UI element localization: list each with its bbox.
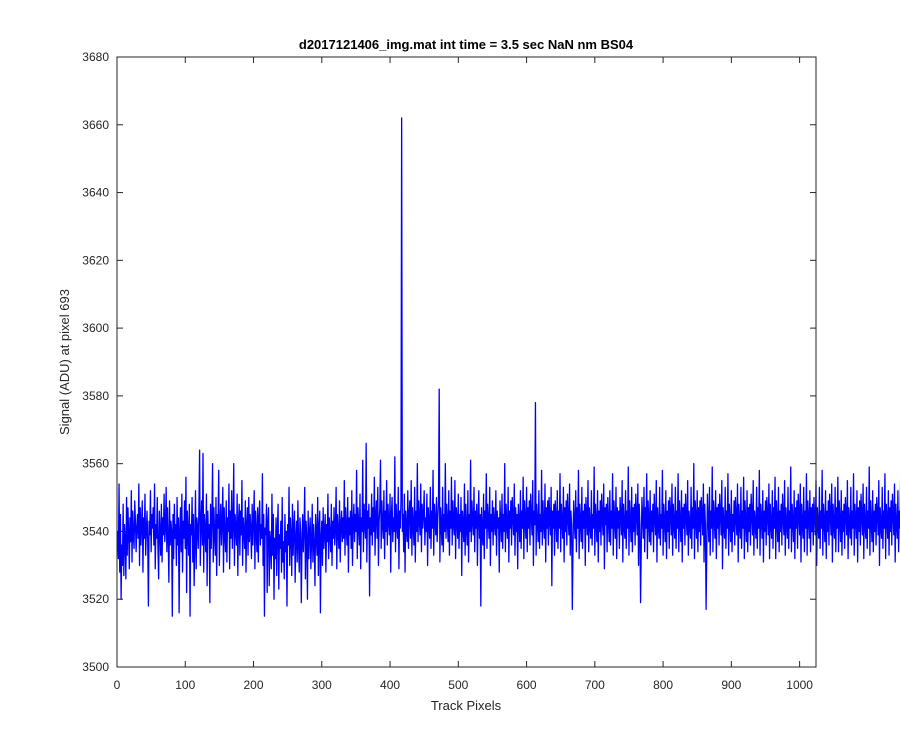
x-tick-label: 600: [517, 678, 537, 692]
y-tick-label: 3660: [82, 118, 109, 132]
y-tick-label: 3600: [82, 321, 109, 335]
x-tick-label: 1000: [786, 678, 813, 692]
y-tick-label: 3560: [82, 457, 109, 471]
plot-area: [117, 57, 816, 667]
y-tick-label: 3680: [82, 50, 109, 64]
x-tick-label: 800: [653, 678, 673, 692]
y-tick-label: 3500: [82, 660, 109, 674]
x-tick-label: 700: [585, 678, 605, 692]
y-axis-label: Signal (ADU) at pixel 693: [57, 289, 72, 435]
y-tick-label: 3520: [82, 592, 109, 606]
x-tick-label: 900: [721, 678, 741, 692]
x-axis-ticks: 0 100 200 300 400 500 600 700 800 900 1000: [114, 57, 813, 692]
chart-title: d2017121406_img.mat int time = 3.5 sec N…: [299, 37, 634, 52]
x-axis-label: Track Pixels: [431, 698, 502, 713]
x-tick-label: 100: [175, 678, 195, 692]
y-tick-label: 3620: [82, 253, 109, 267]
y-axis-ticks: 3500 3520 3540 3560 3580 3600 3620 3640 3660 3680: [82, 50, 816, 674]
y-tick-label: 3580: [82, 389, 109, 403]
axes-box: [116, 56, 817, 668]
x-tick-label: 500: [448, 678, 468, 692]
x-tick-label: 0: [114, 678, 121, 692]
x-tick-label: 200: [244, 678, 264, 692]
x-tick-label: 400: [380, 678, 400, 692]
signal-series-line: [117, 117, 900, 617]
x-tick-label: 300: [312, 678, 332, 692]
y-tick-label: 3640: [82, 186, 109, 200]
y-tick-label: 3540: [82, 524, 109, 538]
